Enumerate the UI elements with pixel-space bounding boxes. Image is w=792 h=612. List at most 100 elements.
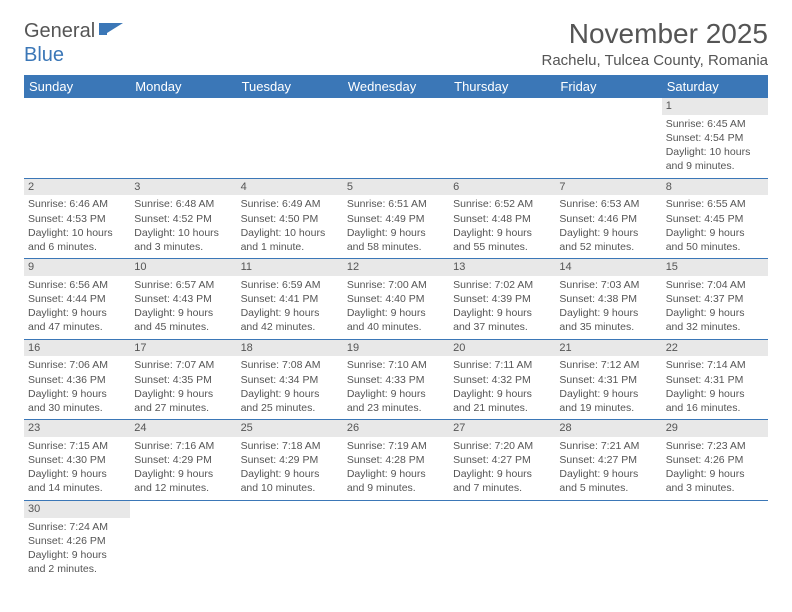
sunset-text: Sunset: 4:32 PM	[453, 373, 551, 387]
calendar-day: 19Sunrise: 7:10 AMSunset: 4:33 PMDayligh…	[343, 339, 449, 420]
day-header: Thursday	[449, 75, 555, 98]
logo-text-2: Blue	[24, 44, 64, 66]
sunrise-text: Sunrise: 7:03 AM	[559, 278, 657, 292]
day-number: 18	[237, 340, 343, 357]
calendar-day: 24Sunrise: 7:16 AMSunset: 4:29 PMDayligh…	[130, 420, 236, 501]
calendar-day: 22Sunrise: 7:14 AMSunset: 4:31 PMDayligh…	[662, 339, 768, 420]
day-header: Monday	[130, 75, 236, 98]
day-number: 11	[237, 259, 343, 276]
daylight-text: Daylight: 9 hours	[559, 467, 657, 481]
sunrise-text: Sunrise: 7:12 AM	[559, 358, 657, 372]
calendar-week: 9Sunrise: 6:56 AMSunset: 4:44 PMDaylight…	[24, 259, 768, 340]
calendar-day: 13Sunrise: 7:02 AMSunset: 4:39 PMDayligh…	[449, 259, 555, 340]
sunrise-text: Sunrise: 6:48 AM	[134, 197, 232, 211]
calendar-week: 2Sunrise: 6:46 AMSunset: 4:53 PMDaylight…	[24, 178, 768, 259]
daylight-text: and 23 minutes.	[347, 401, 445, 415]
day-number: 14	[555, 259, 661, 276]
sunrise-text: Sunrise: 7:14 AM	[666, 358, 764, 372]
calendar-empty	[237, 500, 343, 580]
calendar-empty	[237, 98, 343, 178]
day-number: 6	[449, 179, 555, 196]
sunset-text: Sunset: 4:31 PM	[666, 373, 764, 387]
sunset-text: Sunset: 4:31 PM	[559, 373, 657, 387]
day-number: 30	[24, 501, 130, 518]
calendar-day: 5Sunrise: 6:51 AMSunset: 4:49 PMDaylight…	[343, 178, 449, 259]
day-number: 21	[555, 340, 661, 357]
calendar-day: 2Sunrise: 6:46 AMSunset: 4:53 PMDaylight…	[24, 178, 130, 259]
daylight-text: and 2 minutes.	[28, 562, 126, 576]
calendar-empty	[449, 98, 555, 178]
daylight-text: and 6 minutes.	[28, 240, 126, 254]
day-number: 4	[237, 179, 343, 196]
day-header: Tuesday	[237, 75, 343, 98]
calendar-empty	[24, 98, 130, 178]
day-header: Saturday	[662, 75, 768, 98]
day-number: 13	[449, 259, 555, 276]
calendar-table: SundayMondayTuesdayWednesdayThursdayFrid…	[24, 75, 768, 580]
sunset-text: Sunset: 4:29 PM	[241, 453, 339, 467]
daylight-text: and 3 minutes.	[666, 481, 764, 495]
daylight-text: Daylight: 9 hours	[347, 306, 445, 320]
daylight-text: and 21 minutes.	[453, 401, 551, 415]
sunset-text: Sunset: 4:39 PM	[453, 292, 551, 306]
sunrise-text: Sunrise: 6:55 AM	[666, 197, 764, 211]
daylight-text: Daylight: 9 hours	[347, 467, 445, 481]
calendar-week: 16Sunrise: 7:06 AMSunset: 4:36 PMDayligh…	[24, 339, 768, 420]
sunset-text: Sunset: 4:50 PM	[241, 212, 339, 226]
daylight-text: and 5 minutes.	[559, 481, 657, 495]
daylight-text: Daylight: 10 hours	[28, 226, 126, 240]
daylight-text: and 3 minutes.	[134, 240, 232, 254]
sunrise-text: Sunrise: 7:02 AM	[453, 278, 551, 292]
daylight-text: and 7 minutes.	[453, 481, 551, 495]
title-block: November 2025 Rachelu, Tulcea County, Ro…	[541, 18, 768, 69]
daylight-text: Daylight: 9 hours	[559, 226, 657, 240]
sunset-text: Sunset: 4:35 PM	[134, 373, 232, 387]
sunrise-text: Sunrise: 6:59 AM	[241, 278, 339, 292]
sunset-text: Sunset: 4:27 PM	[453, 453, 551, 467]
logo-flag-icon	[99, 21, 125, 42]
sunset-text: Sunset: 4:54 PM	[666, 131, 764, 145]
daylight-text: Daylight: 9 hours	[666, 306, 764, 320]
sunrise-text: Sunrise: 7:15 AM	[28, 439, 126, 453]
logo: General	[24, 20, 127, 43]
sunset-text: Sunset: 4:53 PM	[28, 212, 126, 226]
calendar-day: 7Sunrise: 6:53 AMSunset: 4:46 PMDaylight…	[555, 178, 661, 259]
sunset-text: Sunset: 4:44 PM	[28, 292, 126, 306]
day-number: 16	[24, 340, 130, 357]
daylight-text: and 9 minutes.	[347, 481, 445, 495]
sunrise-text: Sunrise: 6:51 AM	[347, 197, 445, 211]
calendar-week: 23Sunrise: 7:15 AMSunset: 4:30 PMDayligh…	[24, 420, 768, 501]
sunrise-text: Sunrise: 6:57 AM	[134, 278, 232, 292]
calendar-day: 20Sunrise: 7:11 AMSunset: 4:32 PMDayligh…	[449, 339, 555, 420]
sunset-text: Sunset: 4:41 PM	[241, 292, 339, 306]
daylight-text: Daylight: 9 hours	[241, 306, 339, 320]
daylight-text: and 32 minutes.	[666, 320, 764, 334]
day-header: Wednesday	[343, 75, 449, 98]
calendar-empty	[555, 500, 661, 580]
calendar-day: 10Sunrise: 6:57 AMSunset: 4:43 PMDayligh…	[130, 259, 236, 340]
daylight-text: and 25 minutes.	[241, 401, 339, 415]
day-header: Friday	[555, 75, 661, 98]
calendar-day: 17Sunrise: 7:07 AMSunset: 4:35 PMDayligh…	[130, 339, 236, 420]
logo-text-1: General	[24, 20, 95, 43]
day-number: 12	[343, 259, 449, 276]
day-header: Sunday	[24, 75, 130, 98]
sunrise-text: Sunrise: 7:20 AM	[453, 439, 551, 453]
sunset-text: Sunset: 4:26 PM	[666, 453, 764, 467]
calendar-empty	[343, 500, 449, 580]
sunset-text: Sunset: 4:27 PM	[559, 453, 657, 467]
daylight-text: Daylight: 9 hours	[134, 306, 232, 320]
calendar-empty	[555, 98, 661, 178]
sunset-text: Sunset: 4:28 PM	[347, 453, 445, 467]
daylight-text: Daylight: 9 hours	[666, 387, 764, 401]
daylight-text: Daylight: 10 hours	[134, 226, 232, 240]
calendar-day: 9Sunrise: 6:56 AMSunset: 4:44 PMDaylight…	[24, 259, 130, 340]
day-number: 27	[449, 420, 555, 437]
day-number: 2	[24, 179, 130, 196]
calendar-day: 18Sunrise: 7:08 AMSunset: 4:34 PMDayligh…	[237, 339, 343, 420]
sunset-text: Sunset: 4:49 PM	[347, 212, 445, 226]
sunrise-text: Sunrise: 7:00 AM	[347, 278, 445, 292]
daylight-text: Daylight: 10 hours	[241, 226, 339, 240]
calendar-empty	[662, 500, 768, 580]
calendar-empty	[449, 500, 555, 580]
